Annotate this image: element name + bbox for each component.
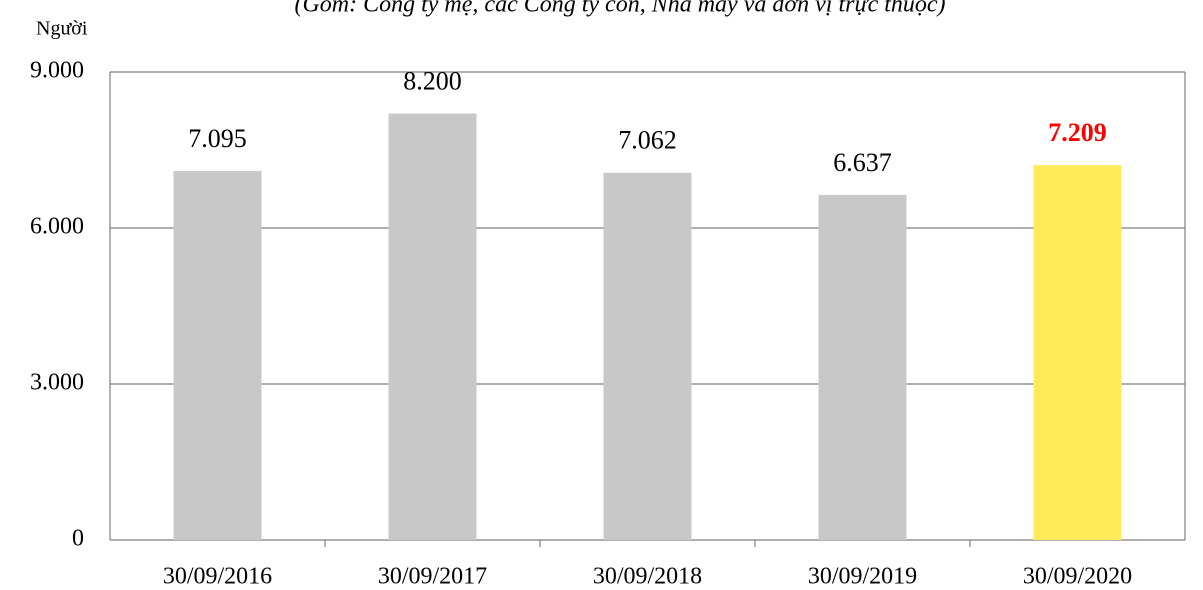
value-label: 7.095	[188, 124, 247, 153]
x-tick-label: 30/09/2019	[808, 564, 917, 590]
bar	[1033, 165, 1122, 540]
value-label: 6.637	[833, 148, 892, 177]
bar	[388, 113, 477, 540]
x-tick-label: 30/09/2016	[163, 564, 272, 590]
y-tick-label: 9.000	[30, 58, 84, 84]
y-tick-label: 6.000	[30, 214, 84, 240]
value-label: 7.209	[1048, 118, 1107, 147]
x-tick-label: 30/09/2018	[593, 564, 702, 590]
y-axis-label: Người	[36, 18, 88, 40]
value-label: 8.200	[403, 67, 462, 96]
chart-subtitle: (Gồm: Công ty mẹ, các Công ty con, Nhà m…	[294, 0, 945, 18]
y-tick-label: 0	[72, 526, 84, 552]
bar	[603, 172, 692, 540]
bar	[818, 194, 907, 540]
y-tick-label: 3.000	[30, 370, 84, 396]
bar	[173, 171, 262, 540]
x-tick-label: 30/09/2020	[1023, 564, 1132, 590]
value-label: 7.062	[618, 126, 677, 155]
x-tick-label: 30/09/2017	[378, 564, 487, 590]
